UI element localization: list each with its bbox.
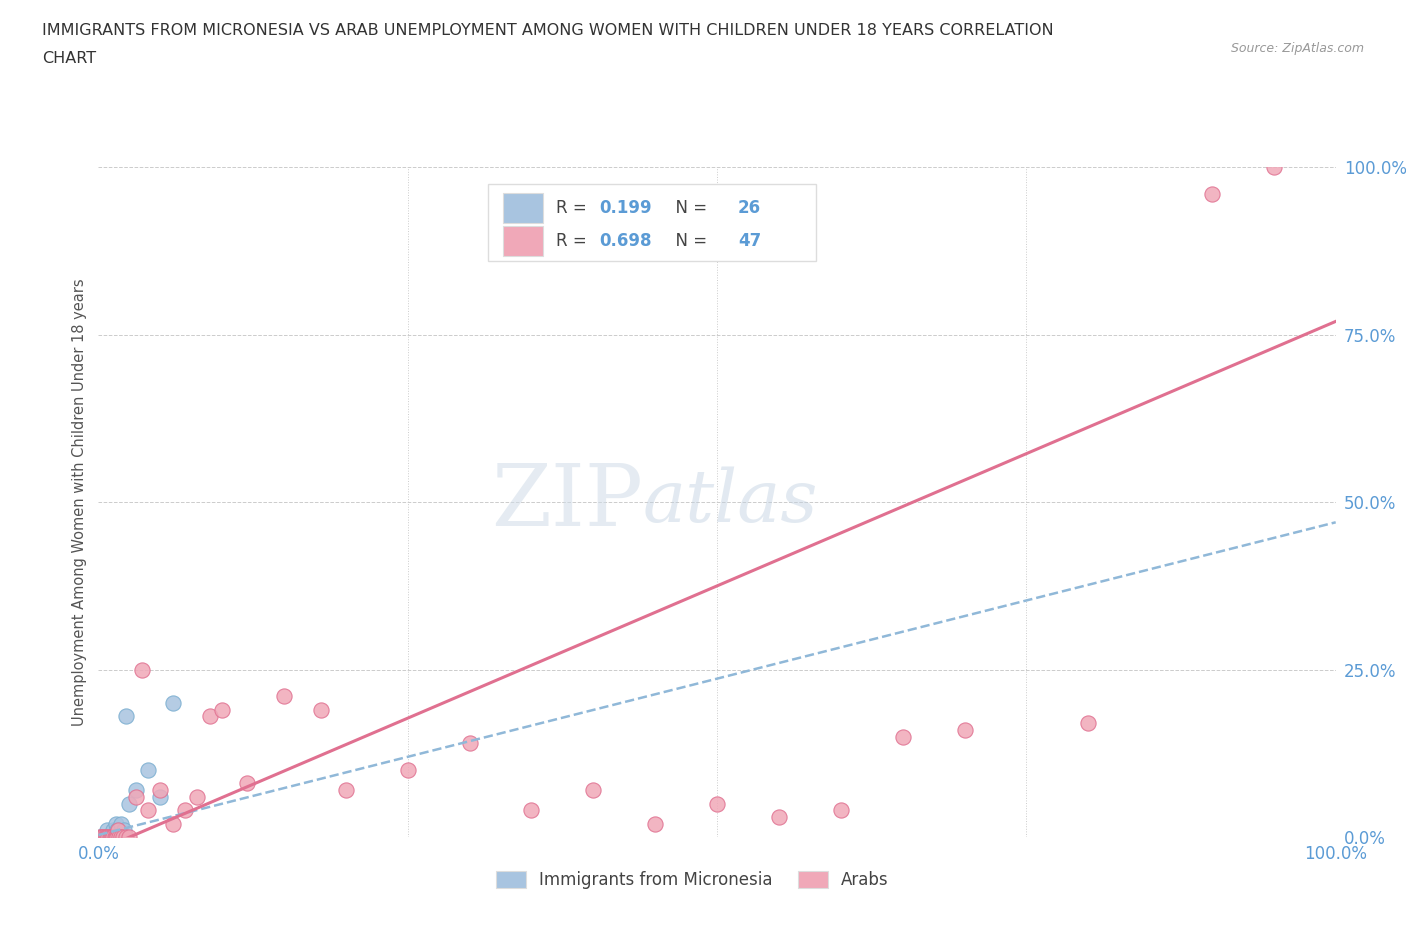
Point xyxy=(458,736,481,751)
Point xyxy=(162,817,184,831)
Point xyxy=(93,830,115,844)
Point xyxy=(94,830,117,844)
Point xyxy=(136,763,159,777)
Point xyxy=(93,830,115,844)
Text: R =: R = xyxy=(557,232,592,250)
Y-axis label: Unemployment Among Women with Children Under 18 years: Unemployment Among Women with Children U… xyxy=(72,278,87,726)
Bar xyxy=(503,193,543,222)
Point xyxy=(96,823,118,838)
Point xyxy=(953,723,976,737)
Point xyxy=(112,823,135,838)
Point xyxy=(112,830,135,844)
Point xyxy=(136,803,159,817)
Point xyxy=(103,830,125,844)
Point xyxy=(1263,160,1285,175)
Point xyxy=(309,702,332,717)
Text: 0.199: 0.199 xyxy=(599,199,652,217)
Point xyxy=(103,830,125,844)
Point xyxy=(582,783,605,798)
Text: IMMIGRANTS FROM MICRONESIA VS ARAB UNEMPLOYMENT AMONG WOMEN WITH CHILDREN UNDER : IMMIGRANTS FROM MICRONESIA VS ARAB UNEMP… xyxy=(42,23,1054,38)
Point xyxy=(273,689,295,704)
Text: 0.698: 0.698 xyxy=(599,232,652,250)
Point xyxy=(396,763,419,777)
Text: Source: ZipAtlas.com: Source: ZipAtlas.com xyxy=(1230,42,1364,55)
Text: N =: N = xyxy=(665,232,713,250)
Point xyxy=(94,830,117,844)
Point xyxy=(335,783,357,798)
Point xyxy=(124,783,146,798)
Point xyxy=(89,830,111,844)
Point xyxy=(97,830,120,844)
Point xyxy=(162,696,184,711)
Point xyxy=(103,823,125,838)
Text: 26: 26 xyxy=(738,199,761,217)
Point xyxy=(108,830,131,844)
Point xyxy=(186,790,208,804)
Text: 47: 47 xyxy=(738,232,761,250)
Point xyxy=(1077,716,1099,731)
Point xyxy=(198,709,221,724)
Point xyxy=(110,830,132,844)
Point xyxy=(90,830,112,844)
Point xyxy=(768,809,790,824)
Point xyxy=(211,702,233,717)
Point xyxy=(105,823,128,838)
Point xyxy=(520,803,543,817)
Text: N =: N = xyxy=(665,199,713,217)
Point xyxy=(101,830,124,844)
Text: R =: R = xyxy=(557,199,592,217)
Point xyxy=(174,803,197,817)
Point xyxy=(149,790,172,804)
Legend: Immigrants from Micronesia, Arabs: Immigrants from Micronesia, Arabs xyxy=(489,864,896,896)
Point xyxy=(118,830,141,844)
Point xyxy=(114,709,136,724)
Point xyxy=(108,830,131,844)
Point xyxy=(236,776,259,790)
Point xyxy=(149,783,172,798)
Point xyxy=(103,830,125,844)
Point xyxy=(93,830,115,844)
Point xyxy=(89,830,111,844)
Text: atlas: atlas xyxy=(643,467,818,538)
Point xyxy=(112,830,135,844)
Point xyxy=(114,830,136,844)
Point xyxy=(91,830,114,844)
Point xyxy=(131,662,153,677)
Point xyxy=(98,830,121,844)
Point xyxy=(105,830,128,844)
Point xyxy=(124,790,146,804)
Point xyxy=(644,817,666,831)
Point xyxy=(91,830,114,844)
Point xyxy=(90,830,112,844)
Point xyxy=(104,830,127,844)
Point xyxy=(1201,187,1223,202)
FancyBboxPatch shape xyxy=(488,184,815,261)
Point xyxy=(706,796,728,811)
Point xyxy=(98,830,121,844)
Point xyxy=(97,830,120,844)
Point xyxy=(110,817,132,831)
Point xyxy=(107,830,129,844)
Point xyxy=(118,796,141,811)
Point xyxy=(830,803,852,817)
Point xyxy=(891,729,914,744)
Point xyxy=(100,830,122,844)
Text: ZIP: ZIP xyxy=(491,460,643,544)
Text: CHART: CHART xyxy=(42,51,96,66)
Point xyxy=(101,830,124,844)
Point xyxy=(96,830,118,844)
Point xyxy=(93,830,115,844)
Point xyxy=(107,823,129,838)
Point xyxy=(104,817,127,831)
Bar xyxy=(503,226,543,256)
Point xyxy=(100,830,122,844)
